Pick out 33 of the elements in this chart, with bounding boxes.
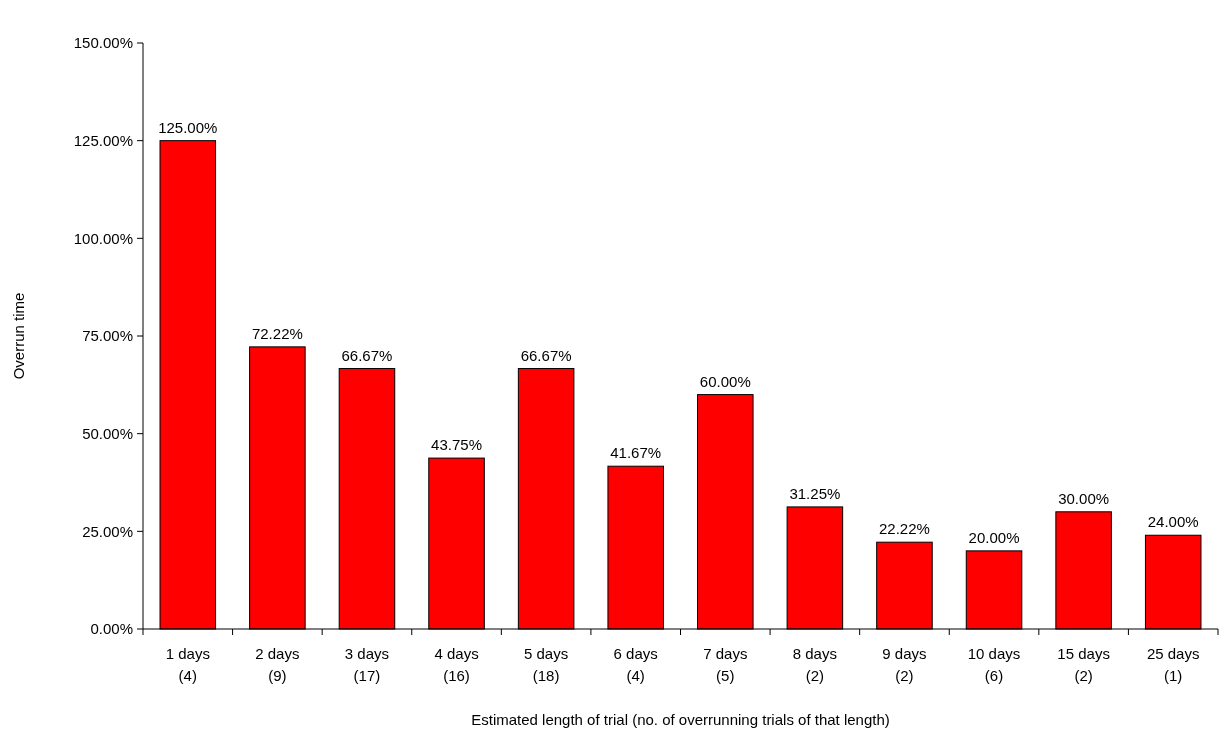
data-label: 22.22% <box>879 520 930 538</box>
data-label: 72.22% <box>251 324 303 342</box>
y-tick-label: 50.00% <box>82 424 133 442</box>
x-tick-label: 3 days (17) <box>344 645 390 684</box>
y-tick-label: 75.00% <box>82 327 133 345</box>
data-label: 60.00% <box>699 372 751 390</box>
x-tick-label: 9 days (2) <box>882 645 927 684</box>
data-label: 43.75% <box>431 436 482 454</box>
x-tick-label: 4 days (16) <box>434 645 479 684</box>
x-tick-label: 10 days (6) <box>967 645 1021 684</box>
x-axis-title: Estimated length of trial (no. of overrunning trials of that length) <box>471 711 890 728</box>
x-tick-label: 8 days (2) <box>792 645 837 684</box>
y-tick-label: 100.00% <box>73 229 133 247</box>
x-tick-label: 6 days (4) <box>613 645 658 684</box>
y-tick-label: 0.00% <box>90 620 133 638</box>
data-label: 31.25% <box>789 484 841 502</box>
y-tick-label: 25.00% <box>82 522 133 540</box>
y-axis-title: Overrun time <box>10 292 27 380</box>
x-tick-label: 1 days (4) <box>165 645 210 684</box>
data-label: 30.00% <box>1058 489 1110 507</box>
data-label: 66.67% <box>341 346 393 364</box>
y-tick-label: 150.00% <box>73 34 133 52</box>
y-tick-label: 125.00% <box>73 131 133 149</box>
data-label: 20.00% <box>968 528 1020 546</box>
x-tick-label: 2 days (9) <box>255 645 300 684</box>
x-tick-label: 25 days (1) <box>1146 645 1200 684</box>
x-tick-label: 7 days (5) <box>703 645 748 684</box>
x-tick-label: 15 days (2) <box>1057 645 1110 684</box>
data-label: 41.67% <box>610 444 662 462</box>
x-tick-label: 5 days (18) <box>524 645 569 684</box>
data-label: 66.67% <box>520 346 572 364</box>
data-label: 125.00% <box>158 118 218 136</box>
data-label: 24.00% <box>1147 513 1199 531</box>
